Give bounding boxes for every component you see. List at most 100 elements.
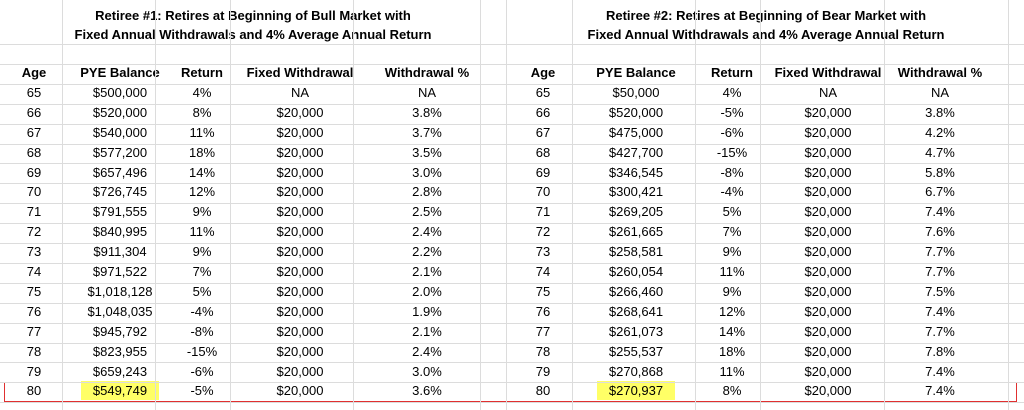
retiree2-title-line1: Retiree #2: Retires at Beginning of Bear…	[605, 8, 927, 23]
grid-hline	[0, 402, 1024, 404]
table-row: 66 $520,000 -5% $20,000 3.8%	[508, 103, 1024, 122]
highlighted-final-balance: $270,937	[596, 381, 676, 401]
table-row: 77 $261,073 14% $20,000 7.7%	[508, 322, 1024, 341]
table-cell: $20,000	[804, 363, 852, 379]
table-row: 72 $840,995 11% $20,000 2.4%	[0, 222, 506, 241]
table-row: 80 $549,749 -5% $20,000 3.6%	[0, 381, 506, 401]
table-cell: $260,054	[608, 264, 664, 279]
table-cell: 12%	[188, 184, 216, 200]
table-cell: 8%	[192, 104, 212, 120]
table-cell: 69	[535, 164, 551, 180]
table-cell: 3.0%	[412, 363, 442, 379]
table-cell: 3.8%	[925, 104, 955, 120]
table-cell: $20,000	[276, 383, 324, 399]
table-row: 65 $500,000 4% NA NA	[0, 83, 506, 102]
grid-hline	[0, 362, 1024, 364]
table-cell: 2.1%	[412, 264, 442, 279]
table-row: 75 $266,460 9% $20,000 7.5%	[508, 282, 1024, 301]
table-row: 72 $261,665 7% $20,000 7.6%	[508, 222, 1024, 241]
table-cell: 66	[26, 104, 42, 120]
table-cell: $20,000	[276, 323, 324, 339]
table-row: 66 $520,000 8% $20,000 3.8%	[0, 103, 506, 122]
table-cell: 11%	[719, 363, 745, 379]
table-cell: 7.6%	[925, 224, 955, 240]
table-cell: 78	[535, 343, 551, 359]
table-row: 71 $269,205 5% $20,000 7.4%	[508, 202, 1024, 221]
table-cell: 11%	[719, 264, 745, 279]
table-cell: NA	[290, 84, 310, 100]
grid-hline	[0, 342, 1024, 344]
table-row: 74 $260,054 11% $20,000 7.7%	[508, 262, 1024, 281]
table-cell: 3.8%	[412, 104, 442, 120]
table-cell: NA	[417, 84, 437, 100]
table-cell: 71	[535, 204, 551, 220]
table-cell: $1,048,035	[87, 303, 153, 319]
grid-hline	[0, 63, 1024, 65]
table-cell: 7%	[192, 264, 212, 279]
table-row: 73 $258,581 9% $20,000 7.7%	[508, 242, 1024, 261]
table-cell: $427,700	[608, 144, 664, 160]
table-cell: -4%	[190, 303, 214, 319]
table-cell: -8%	[190, 323, 214, 339]
table-cell: 70	[26, 184, 42, 200]
table-cell: $20,000	[276, 144, 324, 160]
table-cell: $20,000	[804, 144, 852, 160]
table-cell: NA	[818, 84, 838, 100]
table-cell: -5%	[720, 104, 744, 120]
table-row: 70 $300,421 -4% $20,000 6.7%	[508, 182, 1024, 201]
table-cell: $20,000	[804, 264, 852, 279]
table-cell: 7.7%	[925, 244, 955, 260]
retiree2-table: Retiree #2: Retires at Beginning of Bear…	[508, 0, 1024, 410]
table-cell: 74	[535, 264, 551, 279]
table-cell: 2.2%	[412, 244, 442, 260]
table-cell: 80	[535, 383, 551, 399]
table-cell: $50,000	[612, 84, 660, 100]
table-cell: 14%	[188, 164, 216, 180]
table-cell: $20,000	[804, 343, 852, 359]
table-cell: $971,522	[92, 264, 148, 279]
table-cell: $20,000	[276, 264, 324, 279]
table-cell: $20,000	[804, 184, 852, 200]
table-cell: $540,000	[92, 124, 148, 140]
grid-hline	[0, 163, 1024, 165]
table-row: 78 $823,955 -15% $20,000 2.4%	[0, 342, 506, 361]
table-cell: 2.4%	[412, 343, 442, 359]
table-cell: -6%	[720, 124, 744, 140]
table-cell: 3.6%	[412, 383, 442, 399]
grid-vline	[353, 0, 354, 410]
table-cell: 14%	[718, 323, 746, 339]
table-cell: $577,200	[92, 144, 148, 160]
table-cell: 66	[535, 104, 551, 120]
table-row: 68 $427,700 -15% $20,000 4.7%	[508, 143, 1024, 162]
table-cell: 4.2%	[925, 124, 955, 140]
grid-vline	[884, 0, 885, 410]
table-cell: $475,000	[608, 124, 664, 140]
table-cell: 7.4%	[925, 204, 955, 220]
table-cell: 7.4%	[925, 363, 955, 379]
grid-vline	[1008, 0, 1009, 410]
table-cell: $20,000	[276, 244, 324, 260]
grid-vline	[230, 0, 231, 410]
table-cell: $520,000	[608, 104, 664, 120]
grid-hline	[0, 243, 1024, 244]
column-header: Withdrawal %	[384, 65, 470, 80]
table-cell: $823,955	[92, 343, 148, 359]
table-cell: 71	[26, 204, 42, 220]
table-cell: 5%	[722, 204, 742, 220]
table-row: 79 $270,868 11% $20,000 7.4%	[508, 362, 1024, 381]
table-cell: $520,000	[92, 104, 148, 120]
grid-vline	[62, 0, 63, 410]
table-row: 69 $657,496 14% $20,000 3.0%	[0, 163, 506, 182]
table-cell: $659,243	[92, 363, 148, 379]
table-cell: 11%	[189, 124, 215, 140]
retiree2-title-line2: Fixed Annual Withdrawals and 4% Average …	[587, 27, 945, 42]
table-cell: $20,000	[276, 224, 324, 240]
table-cell: $20,000	[804, 283, 852, 299]
table-cell: $20,000	[276, 363, 324, 379]
column-header: Return	[181, 65, 223, 80]
table-cell: $20,000	[804, 244, 852, 260]
table-cell: NA	[930, 84, 950, 100]
table-cell: $258,581	[608, 244, 664, 260]
grid-hline	[0, 123, 1024, 125]
grid-hline	[0, 262, 1024, 264]
